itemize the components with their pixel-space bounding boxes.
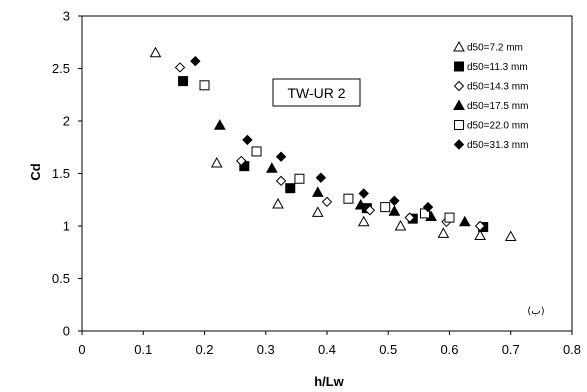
data-point: [354, 198, 367, 210]
y-tick-label: 3: [63, 9, 70, 24]
series-diamond-open: [174, 62, 486, 232]
legend-marker: [454, 61, 464, 72]
legend-marker: [453, 40, 465, 52]
data-point: [210, 156, 223, 168]
x-tick-label: 0.5: [379, 342, 397, 357]
data-point: [389, 195, 400, 207]
series-triangle-filled: [213, 119, 471, 227]
x-tick-label: 0.4: [318, 342, 336, 357]
legend-marker: [454, 120, 464, 130]
data-point: [343, 193, 354, 204]
data-point: [437, 227, 450, 238]
data-point: [199, 80, 210, 91]
y-tick-label: 0.5: [52, 271, 70, 286]
x-tick-label: 0.6: [440, 342, 458, 357]
data-point: [315, 172, 327, 183]
data-point: [364, 205, 376, 216]
data-point: [357, 215, 370, 227]
y-tick-label: 0: [63, 324, 70, 339]
data-point: [458, 215, 471, 227]
data-point: [404, 212, 415, 223]
legend-entry: d50=31.3 mm: [467, 140, 528, 151]
annotation-group: TW-UR 2: [272, 78, 361, 107]
legend-entry: d50=7.2 mm: [467, 43, 523, 54]
y-tick-label: 2: [63, 114, 70, 129]
series-triangle-open: [149, 46, 517, 241]
data-point: [394, 219, 407, 231]
data-points: [149, 46, 517, 241]
annotation-label: TW-UR 2: [287, 85, 345, 101]
x-tick-label: 0.7: [502, 342, 520, 357]
x-tick-label: 0: [78, 342, 85, 357]
axes: [78, 15, 573, 335]
data-point: [251, 146, 262, 157]
legend-entry: d50=14.3 mm: [467, 82, 528, 93]
x-tick-label: 0.8: [563, 342, 581, 357]
data-point: [294, 173, 305, 184]
data-point: [236, 155, 247, 167]
legend-entry: d50=22.0 mm: [467, 121, 528, 132]
y-tick-label: 1.5: [52, 166, 70, 181]
data-point: [272, 197, 284, 209]
data-point: [358, 188, 369, 199]
data-point: [275, 175, 287, 187]
data-point: [474, 229, 486, 240]
data-point: [275, 151, 287, 162]
x-axis-label: h/Lw: [314, 374, 344, 389]
data-point: [444, 212, 455, 223]
data-point: [504, 230, 517, 241]
tick-labels: 0 0.1 0.2 0.3 0.4 0.5 0.6 0.7 0.8 0 0.5 1 1.5 2 2.5 3: [52, 9, 581, 358]
legend-marker: [453, 80, 465, 92]
data-point: [474, 220, 486, 232]
data-point: [311, 186, 324, 197]
data-point: [242, 134, 253, 146]
data-point: [321, 196, 333, 208]
series-diamond-filled: [190, 55, 434, 213]
data-point: [174, 62, 186, 73]
series-square-open: [199, 80, 455, 223]
legend: d50=7.2 mm d50=11.3 mm d50=14.3 mm d50=17.5…: [453, 40, 528, 151]
legend-entry: d50=11.3 mm: [467, 62, 528, 73]
y-tick-label: 1: [63, 219, 70, 234]
data-point: [178, 76, 189, 87]
corner-label: (ب): [527, 306, 544, 317]
data-point: [266, 162, 278, 173]
data-point: [285, 183, 296, 194]
data-point: [190, 55, 201, 67]
data-point: [380, 202, 391, 213]
data-point: [311, 206, 324, 217]
y-axis-label: Cd: [28, 163, 43, 180]
data-point: [388, 205, 401, 216]
x-tick-label: 0.1: [134, 342, 152, 357]
legend-entry: d50=17.5 mm: [467, 101, 528, 112]
data-point: [422, 201, 434, 213]
legend-marker: [453, 99, 465, 110]
x-tick-label: 0.3: [257, 342, 275, 357]
data-point: [149, 46, 162, 58]
annotation-box: [272, 78, 361, 107]
legend-marker: [453, 139, 465, 150]
data-point: [213, 119, 226, 130]
y-tick-label: 2.5: [52, 61, 70, 76]
x-tick-label: 0.2: [195, 342, 213, 357]
